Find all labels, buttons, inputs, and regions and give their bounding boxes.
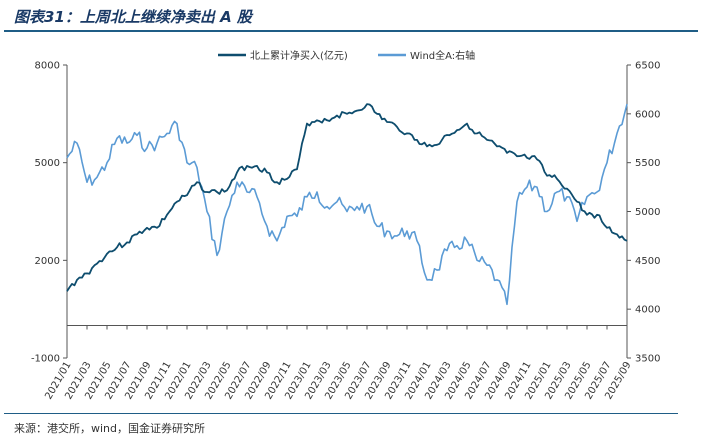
right-tick-label: 5500: [635, 158, 660, 169]
right-tick-label: 5000: [635, 207, 660, 218]
legend-label-wind: Wind全A:右轴: [410, 49, 475, 62]
chart-title: 图表31：上周北上继续净卖出 A 股: [14, 8, 252, 26]
series-line-northbound-cumulative: [66, 103, 628, 292]
right-tick-label: 4500: [635, 256, 660, 267]
left-tick-label: -1000: [31, 354, 60, 365]
axes: 8000 5000 2000 -1000 6500 6000 5500 5000 4500 400…: [31, 61, 661, 402]
title-rule: [4, 30, 698, 32]
footer-rule: [4, 413, 678, 414]
series-lines: [66, 103, 628, 306]
right-tick-label: 4000: [635, 305, 660, 316]
right-tick-label: 6500: [635, 61, 660, 72]
series-line-wind-all-a: [66, 103, 628, 306]
source-note: 来源：港交所，wind，国金证券研究所: [14, 422, 206, 435]
right-tick-label: 6000: [635, 109, 660, 120]
left-tick-label: 8000: [35, 61, 60, 72]
legend: 北上累计净买入(亿元) Wind全A:右轴: [218, 49, 475, 62]
right-tick-label: 3500: [635, 354, 660, 365]
left-tick-label: 5000: [35, 158, 60, 169]
legend-label-northbound: 北上累计净买入(亿元): [250, 49, 348, 62]
left-tick-label: 2000: [35, 256, 60, 267]
